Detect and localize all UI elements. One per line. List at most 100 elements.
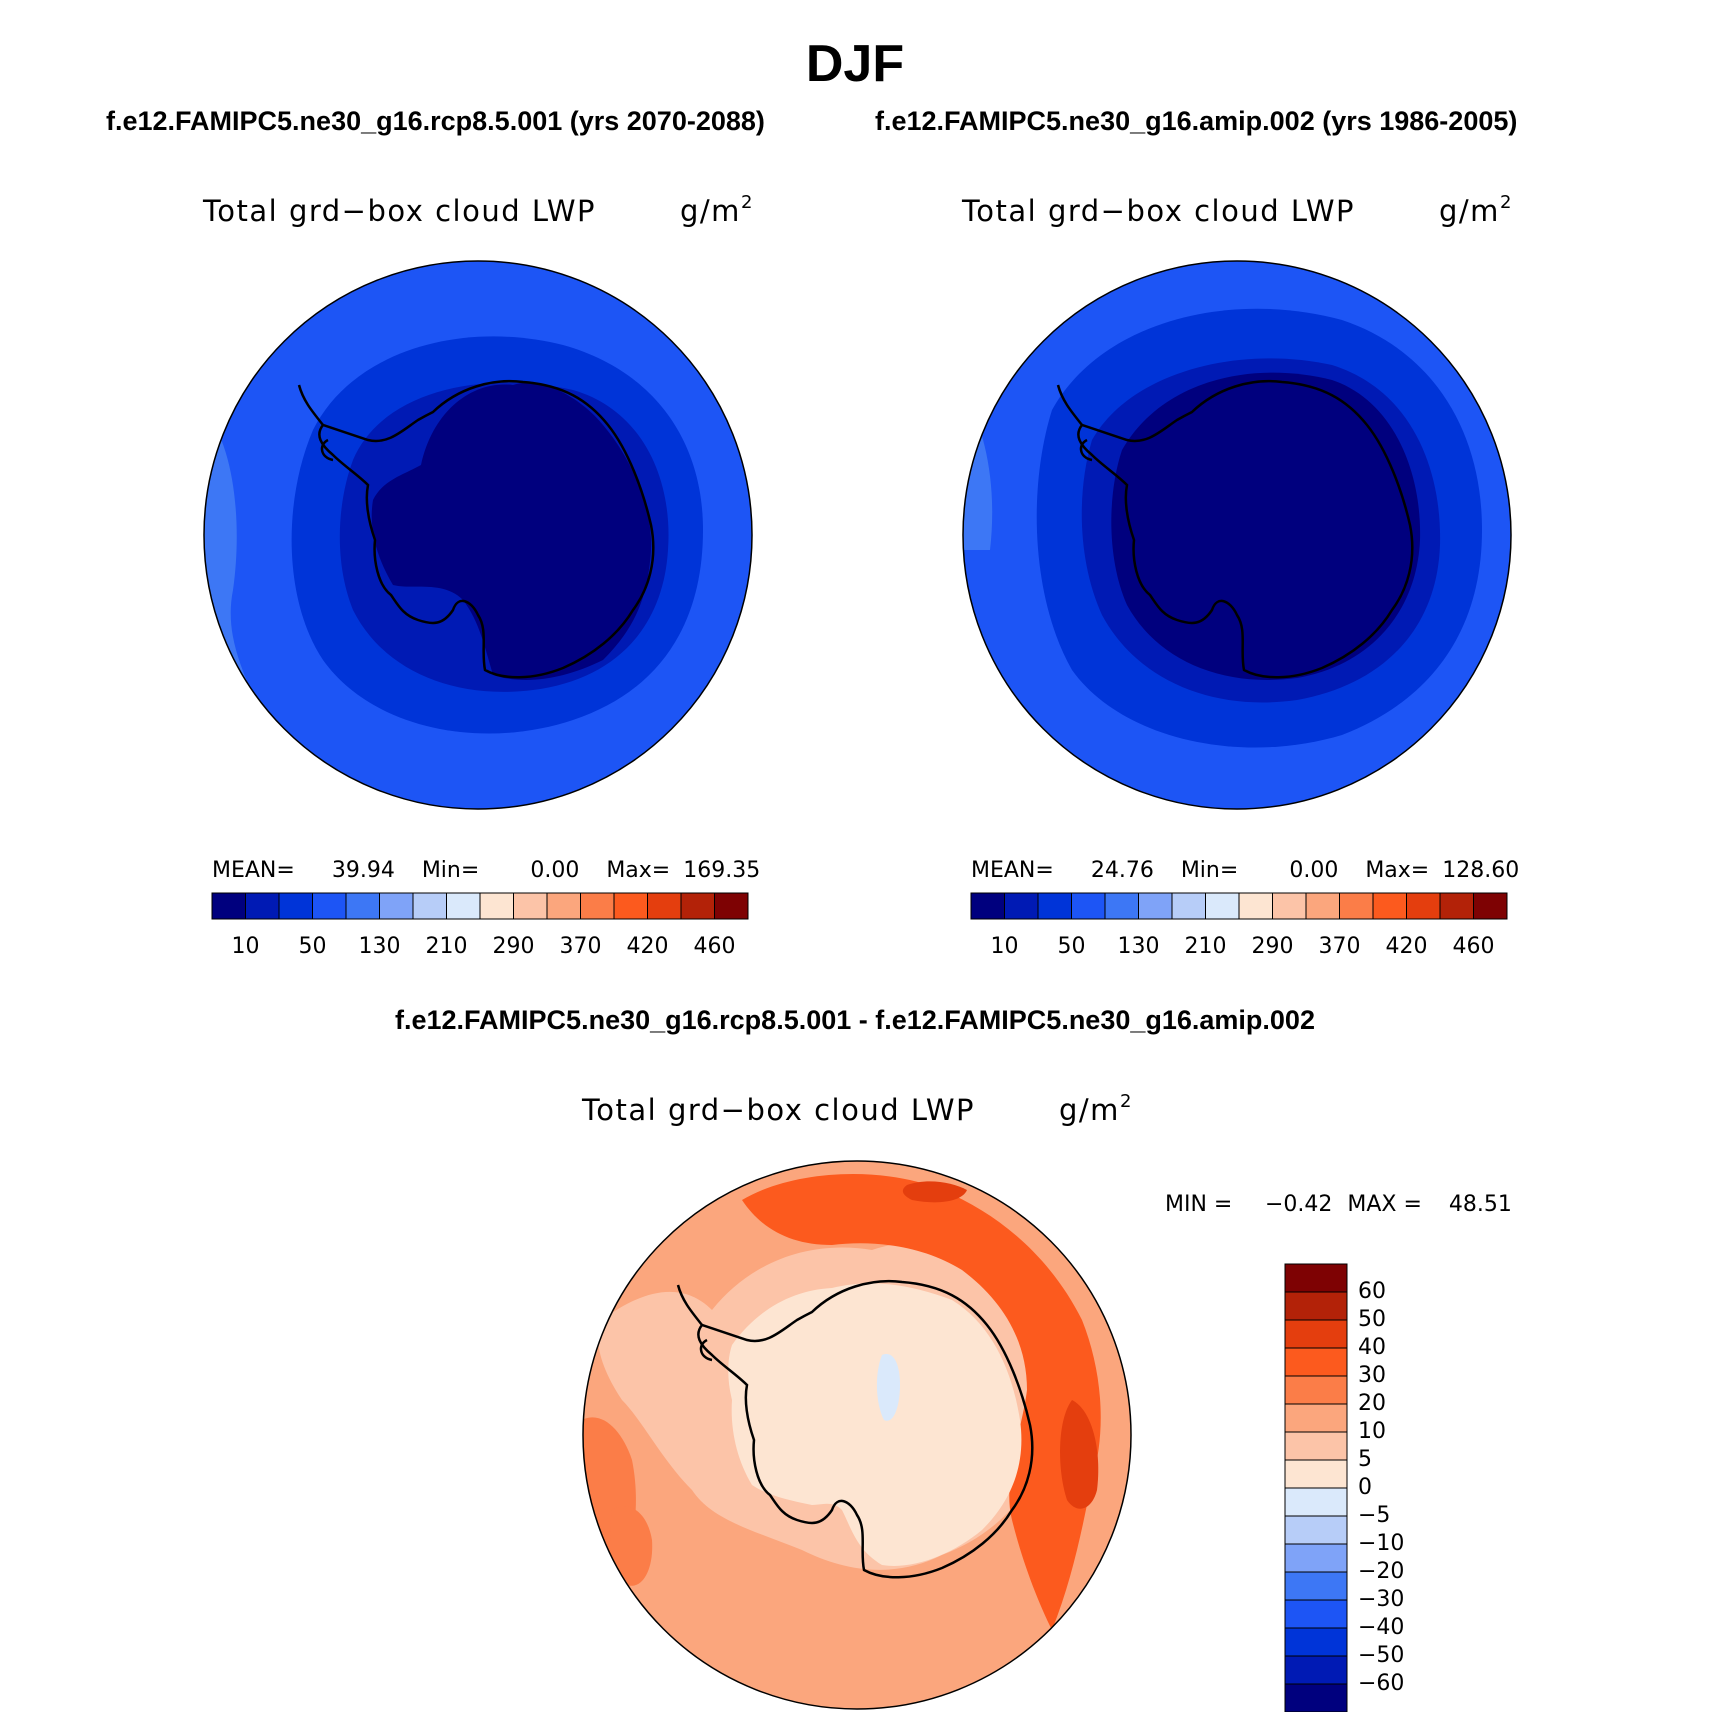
diff-contour-negative-patch — [876, 1354, 900, 1421]
diff-coastline — [697, 1279, 1034, 1579]
diff-contour-top-patch — [902, 1181, 967, 1203]
panel2-colorbar-box — [1205, 892, 1240, 920]
panel2-variable-label: Total grd−box cloud LWP — [962, 194, 1356, 228]
diff-colorbar-tick-label: 5 — [1358, 1447, 1372, 1472]
diff-stats: MIN = −0.42 MAX = 48.51 — [1165, 1192, 1512, 1217]
diff-colorbar-box — [1284, 1347, 1348, 1377]
panel2-colorbar-tick-label: 290 — [1251, 934, 1294, 959]
diff-colorbar-tick-label: −10 — [1358, 1531, 1405, 1556]
panel2-colorbar-box — [1473, 892, 1508, 920]
panel2-colorbar-box — [1104, 892, 1139, 920]
panel1-colorbar-box — [312, 892, 347, 920]
diff-peninsula — [676, 1284, 713, 1362]
diff-colorbar-box — [1284, 1599, 1348, 1629]
panel1-colorbar-box — [345, 892, 380, 920]
panel2-colorbar-box — [1272, 892, 1307, 920]
panel1-colorbar-box — [211, 892, 246, 920]
panel1-colorbar-box — [446, 892, 481, 920]
panel2-colorbar-box — [1305, 892, 1340, 920]
diff-colorbar-tick-label: −30 — [1358, 1587, 1405, 1612]
panel2-colorbar-ticks: 10 50 130 210 290 370 420 460 — [971, 934, 1507, 964]
panel2-colorbar-box — [1071, 892, 1106, 920]
panel2-colorbar-box — [1406, 892, 1441, 920]
panel2-colorbar-box — [1037, 892, 1072, 920]
panel1-colorbar-ticks: 10 50 130 210 290 370 420 460 — [212, 934, 748, 964]
panel2-coastline — [1077, 379, 1414, 679]
panel1-colorbar-box — [613, 892, 648, 920]
panel1-colorbar-box — [680, 892, 715, 920]
diff-colorbar-box — [1284, 1543, 1348, 1573]
panel2-peninsula — [1056, 384, 1093, 462]
diff-colorbar-box — [1284, 1375, 1348, 1405]
diff-colorbar-box — [1284, 1263, 1348, 1293]
panel1-colorbar-box — [647, 892, 682, 920]
diff-colorbar-ticks: 60 50 40 30 20 10 5 0 −5 −10 −20 −30 −40 −50 −60 — [1358, 1264, 1438, 1712]
panel2-contour-antarctica — [1111, 372, 1421, 680]
left-case-title: f.e12.FAMIPC5.ne30_g16.rcp8.5.001 (yrs 2… — [106, 106, 765, 136]
diff-colorbar-tick-label: 0 — [1358, 1475, 1372, 1500]
diff-colorbar-box — [1284, 1459, 1348, 1489]
panel2-colorbar-box — [1439, 892, 1474, 920]
panel2-colorbar-tick-label: 210 — [1184, 934, 1227, 959]
panel1-colorbar-tick-label: 290 — [492, 934, 535, 959]
panel2-colorbar-box — [1004, 892, 1039, 920]
diff-colorbar-tick-label: −5 — [1358, 1503, 1391, 1528]
diff-colorbar-tick-label: 40 — [1358, 1335, 1386, 1360]
panel2-colorbar-tick-label: 460 — [1452, 934, 1495, 959]
panel1-polar-map — [203, 260, 753, 810]
diff-colorbar-tick-label: −40 — [1358, 1615, 1405, 1640]
panel1-colorbar-tick-label: 130 — [358, 934, 401, 959]
panel1-colorbar-box — [479, 892, 514, 920]
diff-contour-top-band — [742, 1173, 1101, 1630]
diff-colorbar-box — [1284, 1683, 1348, 1712]
diff-variable-label: Total grd−box cloud LWP — [582, 1093, 976, 1127]
panel1-colorbar-tick-label: 50 — [298, 934, 327, 959]
panel1-colorbar-tick-label: 370 — [559, 934, 602, 959]
figure-title: DJF — [805, 35, 905, 93]
diff-colorbar-tick-label: 30 — [1358, 1363, 1386, 1388]
panel1-colorbar-box — [580, 892, 615, 920]
panel2-colorbar-box — [1238, 892, 1273, 920]
diff-colorbar-tick-label: −20 — [1358, 1559, 1405, 1584]
panel1-units-label: g/m2 — [680, 192, 754, 228]
panel1-colorbar-tick-label: 460 — [693, 934, 736, 959]
panel2-colorbar-box — [1339, 892, 1374, 920]
panel2-colorbar-tick-label: 370 — [1318, 934, 1361, 959]
panel2-contour-light-patch — [963, 390, 993, 550]
diff-contour-right-patch — [1060, 1400, 1099, 1509]
panel2-colorbar-box — [1372, 892, 1407, 920]
panel1-colorbar-box — [379, 892, 414, 920]
panel1-colorbar — [211, 892, 749, 920]
diff-colorbar-box — [1284, 1655, 1348, 1685]
diff-colorbar-tick-label: 50 — [1358, 1307, 1386, 1332]
panel1-colorbar-box — [714, 892, 749, 920]
diff-colorbar-tick-label: 10 — [1358, 1419, 1386, 1444]
right-case-title: f.e12.FAMIPC5.ne30_g16.amip.002 (yrs 198… — [875, 106, 1518, 136]
diff-colorbar-box — [1284, 1403, 1348, 1433]
diff-contour-antarctica — [728, 1283, 1022, 1566]
panel1-colorbar-tick-label: 420 — [626, 934, 669, 959]
diff-colorbar-box — [1284, 1319, 1348, 1349]
panel1-colorbar-box — [245, 892, 280, 920]
panel1-contour-antarctica — [371, 382, 652, 680]
panel2-colorbar-box — [970, 892, 1005, 920]
difference-polar-map — [582, 1160, 1132, 1710]
panel2-colorbar-box — [1138, 892, 1173, 920]
panel2-colorbar — [970, 892, 1508, 920]
difference-title: f.e12.FAMIPC5.ne30_g16.rcp8.5.001 - f.e1… — [395, 1005, 1315, 1035]
diff-colorbar-box — [1284, 1515, 1348, 1545]
panel1-colorbar-box — [278, 892, 313, 920]
diff-contour-bottom-left-patch — [610, 1506, 653, 1586]
panel1-coastline — [318, 379, 655, 679]
panel2-colorbar-tick-label: 50 — [1057, 934, 1086, 959]
panel2-colorbar-tick-label: 130 — [1117, 934, 1160, 959]
diff-colorbar-tick-label: 60 — [1358, 1279, 1386, 1304]
panel2-colorbar-tick-label: 10 — [990, 934, 1019, 959]
diff-colorbar-box — [1284, 1431, 1348, 1461]
panel2-stats: MEAN= 24.76 Min= 0.00 Max= 128.60 — [971, 858, 1520, 883]
panel2-polar-map — [962, 260, 1512, 810]
diff-colorbar-tick-label: −50 — [1358, 1643, 1405, 1668]
diff-units-label: g/m2 — [1059, 1091, 1133, 1127]
panel1-stats: MEAN= 39.94 Min= 0.00 Max= 169.35 — [212, 858, 761, 883]
panel2-colorbar-box — [1171, 892, 1206, 920]
